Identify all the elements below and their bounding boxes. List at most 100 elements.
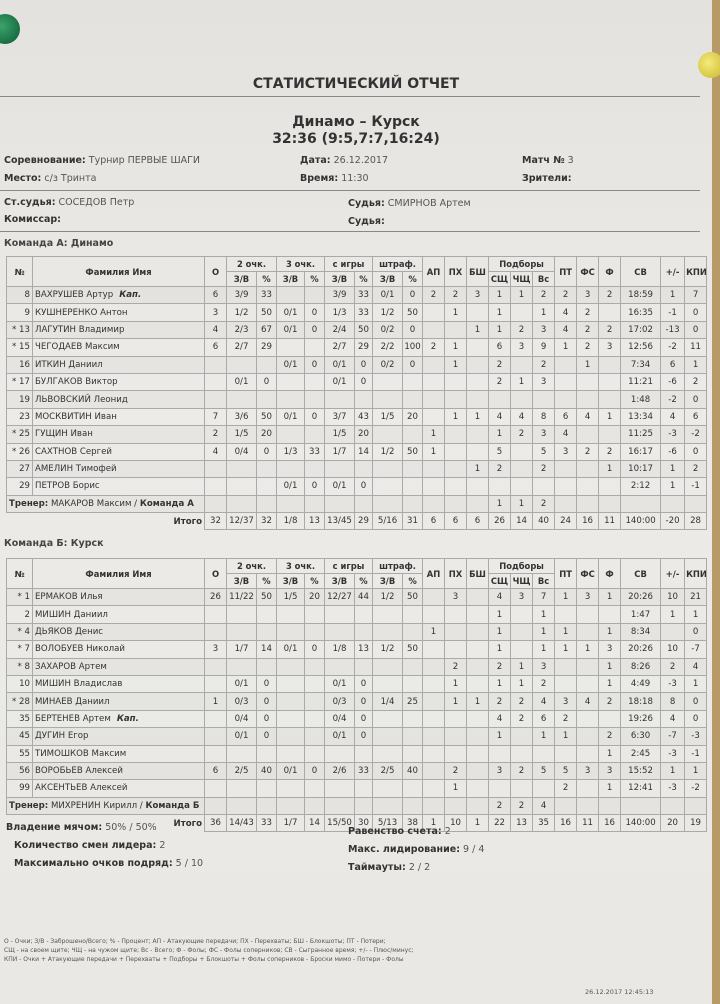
fouls-drawn: 3 — [576, 761, 600, 781]
empty-cell — [684, 796, 708, 816]
fouls: 2 — [598, 727, 622, 746]
ft-pct — [402, 779, 424, 798]
three-pct: 0 — [304, 320, 325, 340]
steals — [444, 744, 468, 763]
two-pct: 0 — [256, 372, 277, 392]
fouls: 1 — [598, 744, 622, 763]
field-pct — [353, 390, 374, 409]
blocks — [466, 477, 490, 496]
turnovers — [554, 372, 578, 392]
field-made: 1/7 — [324, 442, 355, 461]
fouls: 1 — [598, 674, 622, 694]
points — [204, 674, 227, 694]
total-reb: 1 — [532, 640, 556, 659]
empty-cell — [660, 494, 686, 514]
ft-made — [372, 390, 404, 409]
total-def-reb: 26 — [488, 512, 512, 531]
field-pct: 0 — [353, 477, 374, 496]
player-row: * 7 ВОЛОБУЕВ Николай 3 1/7 14 0/1 0 1/8 13 1/2 50 1… — [6, 640, 708, 659]
def-reb: 4 — [488, 407, 512, 427]
empty-cell — [598, 494, 622, 514]
captain-badge: Кап. — [119, 290, 142, 301]
efficiency: 0 — [684, 303, 708, 322]
total-reb: 2 — [532, 674, 556, 694]
ft-pct: 50 — [402, 640, 424, 659]
col-turnovers: ПТ — [554, 558, 578, 589]
three-pct — [304, 390, 325, 409]
col-total-reb: Вс — [532, 573, 556, 589]
points — [204, 372, 227, 392]
empty-cell — [422, 494, 446, 514]
field-pct: 0 — [353, 709, 374, 729]
blocks: 1 — [466, 459, 490, 479]
points: 6 — [204, 338, 227, 357]
three-made — [276, 390, 305, 409]
player-name-cell: ЕРМАКОВ Илья — [32, 587, 205, 607]
col-made-attempted: З/В — [324, 573, 355, 589]
two-made: 1/7 — [226, 640, 257, 659]
player-row: 19 ЛЬВОВСКИЙ Леонид 1:48 -2 0 — [6, 390, 708, 409]
three-made: 0/1 — [276, 303, 305, 322]
team-off-reb: 1 — [510, 494, 534, 514]
turnovers: 1 — [554, 587, 578, 607]
col-steals: ПХ — [444, 256, 468, 287]
three-pct — [304, 657, 325, 676]
ft-made: 1/2 — [372, 587, 404, 607]
field-pct: 0 — [353, 692, 374, 711]
empty-cell — [620, 796, 662, 816]
player-number: * 13 — [6, 320, 33, 340]
steals: 1 — [444, 303, 468, 322]
assists — [422, 744, 446, 763]
coach-team: Команда Б — [145, 800, 200, 811]
plus-minus: 6 — [660, 355, 686, 374]
total-minutes: 140:00 — [620, 512, 662, 531]
three-pct — [304, 372, 325, 392]
two-made — [226, 355, 257, 374]
col-made-attempted: З/В — [372, 271, 404, 287]
three-pct: 0 — [304, 640, 325, 659]
blocks — [466, 587, 490, 607]
empty-cell — [304, 796, 325, 816]
player-row: * 28 МИНАЕВ Даниил 1 0/3 0 0/3 0 1/4 25 1 1 2 2 4 3 4 2 1… — [6, 692, 708, 711]
fouls — [598, 303, 622, 322]
two-pct: 0 — [256, 674, 277, 694]
plus-minus: -1 — [660, 303, 686, 322]
field-pct — [353, 459, 374, 479]
player-row: * 4 ДЬЯКОВ Денис 1 1 1 1 1 8:34 0 — [6, 622, 708, 642]
total-reb: 7 — [532, 587, 556, 607]
field-made: 0/1 — [324, 355, 355, 374]
def-reb: 1 — [488, 727, 512, 746]
player-row: 16 ИТКИН Даниил 0/1 0 0/1 0 0/2 0 1 2 2 1 7:34 6 1 — [6, 355, 708, 374]
off-reb — [510, 355, 534, 374]
col-free-throw: штраф. — [372, 256, 424, 272]
two-pct: 0 — [256, 692, 277, 711]
field-made: 2/6 — [324, 761, 355, 781]
max-run: Максимально очков подряд: 5 / 10 — [14, 858, 204, 869]
empty-cell — [466, 494, 490, 514]
fouls: 2 — [598, 285, 622, 305]
col-def-reb: СЩ — [488, 573, 512, 589]
three-pct — [304, 692, 325, 711]
three-pct: 33 — [304, 442, 325, 461]
empty-cell — [444, 796, 468, 816]
turnovers — [554, 390, 578, 409]
field-pct — [353, 779, 374, 798]
empty-cell — [576, 494, 600, 514]
total-blocks: 6 — [466, 512, 490, 531]
player-name: ДЬЯКОВ Денис — [35, 626, 104, 637]
two-pct — [256, 605, 277, 624]
assists — [422, 355, 446, 374]
blocks — [466, 390, 490, 409]
minutes: 11:21 — [620, 372, 662, 392]
total-turnovers: 16 — [554, 814, 578, 833]
blocks: 1 — [466, 320, 490, 340]
ft-made: 2/5 — [372, 761, 404, 781]
total-field-pct: 29 — [353, 512, 374, 531]
steals — [444, 640, 468, 659]
total-reb: 8 — [532, 407, 556, 427]
player-number: 35 — [6, 709, 33, 729]
empty-cell — [353, 796, 374, 816]
possession: Владение мячом: 50% / 50% — [6, 822, 157, 833]
player-name: БУЛГАКОВ Виктор — [35, 377, 118, 388]
two-made: 2/3 — [226, 320, 257, 340]
